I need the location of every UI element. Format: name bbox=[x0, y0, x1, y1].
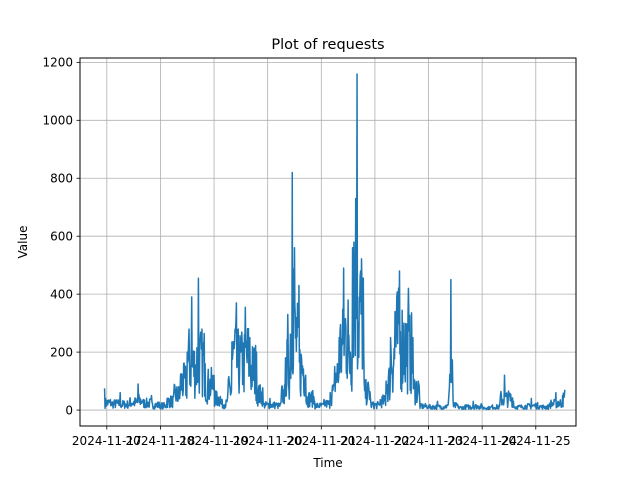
x-tick-label: 2024-11-18 bbox=[126, 434, 196, 448]
requests-series-line bbox=[103, 73, 566, 411]
x-tick-label: 2024-11-24 bbox=[447, 434, 517, 448]
plot-frame bbox=[79, 57, 577, 427]
y-axis-title: Value bbox=[16, 226, 30, 259]
y-axis-ticks: 0 200 400 600 800 1000 1200 bbox=[42, 56, 80, 417]
x-axis-title: Time bbox=[312, 456, 342, 470]
y-tick-label: 0 bbox=[65, 403, 73, 417]
x-tick-label: 2024-11-19 bbox=[179, 434, 249, 448]
y-tick-label: 600 bbox=[50, 230, 73, 244]
chart-title: Plot of requests bbox=[271, 37, 384, 53]
y-tick-label: 800 bbox=[50, 172, 73, 186]
y-tick-label: 400 bbox=[50, 287, 73, 301]
x-tick-label: 2024-11-25 bbox=[501, 434, 571, 448]
x-axis-ticks: 2024-11-172024-11-182024-11-192024-11-20… bbox=[72, 426, 571, 448]
x-tick-label: 2024-11-22 bbox=[340, 434, 410, 448]
grid-lines bbox=[80, 58, 576, 426]
y-tick-label: 1000 bbox=[42, 114, 73, 128]
y-tick-label: 1200 bbox=[42, 56, 73, 70]
x-tick-label: 2024-11-20 bbox=[233, 434, 303, 448]
x-tick-label: 2024-11-23 bbox=[394, 434, 464, 448]
x-tick-label: 2024-11-21 bbox=[286, 434, 356, 448]
y-tick-label: 200 bbox=[50, 345, 73, 359]
x-tick-label: 2024-11-17 bbox=[72, 434, 142, 448]
